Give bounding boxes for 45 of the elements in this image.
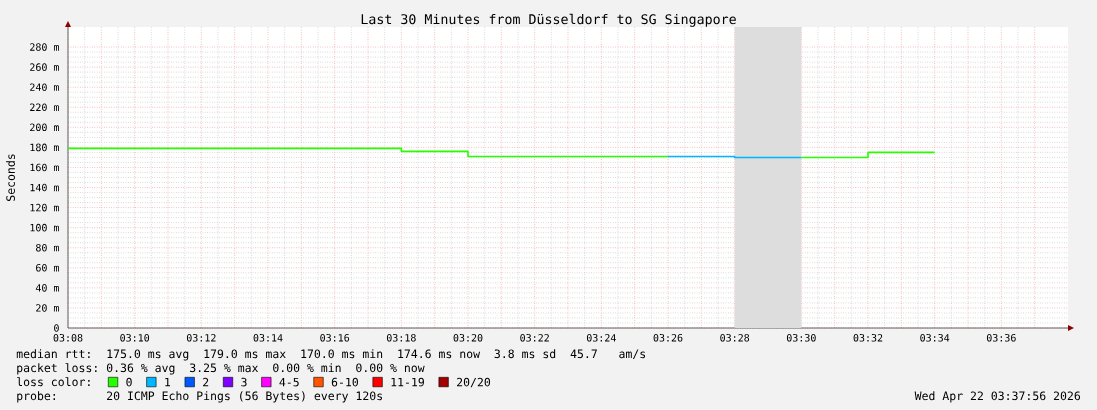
- legend-label: 3: [241, 377, 247, 387]
- x-tick-label: 03:26: [653, 334, 683, 342]
- x-tick-label: 03:28: [720, 334, 750, 342]
- x-tick-label: 03:10: [120, 334, 150, 342]
- x-tick-label: 03:24: [586, 334, 616, 342]
- legend-label: 6-10: [331, 377, 359, 387]
- y-tick-label: 120 m: [30, 203, 59, 212]
- x-tick-label: 03:34: [920, 334, 950, 342]
- x-tick-label: 03:08: [53, 334, 83, 342]
- y-tick-label: 80 m: [36, 243, 59, 252]
- y-tick-label: 100 m: [30, 223, 59, 232]
- text: median rtt: 175.0 ms avg 179.0 ms max 170.0 ms min 174.6 ms now 3.8 ms sd 45.7 am/s: [16, 349, 646, 361]
- y-tick-label: 60 m: [36, 264, 59, 272]
- legend-label: 11-19: [391, 377, 424, 387]
- x-tick-label: 03:18: [386, 334, 416, 342]
- chart-title: Last 30 Minutes from Düsseldorf to SG Singapore: [361, 13, 736, 27]
- legend-label: 2: [203, 377, 209, 387]
- legend-label: 20/20: [457, 377, 491, 388]
- y-tick-label: 160 m: [30, 163, 59, 172]
- x-tick-label: 03:36: [986, 334, 1016, 342]
- x-tick-label: 03:16: [320, 334, 350, 342]
- y-tick-label: 280 m: [30, 43, 59, 51]
- y-tick-label: 140 m: [30, 183, 59, 192]
- y-tick-label: 220 m: [30, 103, 59, 112]
- x-tick-label: 03:30: [786, 334, 816, 342]
- y-tick-label: 0: [54, 324, 59, 332]
- text: packet loss: 0.36 % avg 3.25 % max 0.00 % min 0.00 % now: [17, 363, 425, 375]
- y-axis-title: Seconds: [6, 154, 15, 201]
- x-tick-label: 03:14: [253, 334, 283, 342]
- x-tick-label: 03:12: [186, 334, 216, 342]
- legend-label: 1: [165, 377, 171, 387]
- y-tick-label: 200 m: [30, 123, 59, 132]
- y-tick-label: 260 m: [30, 63, 59, 71]
- x-tick-label: 03:22: [520, 334, 549, 342]
- y-tick-label: 40 m: [35, 284, 59, 292]
- legend-label: 0: [126, 377, 132, 387]
- legend-label: 4-5: [279, 377, 299, 387]
- x-tick-label: 03:20: [453, 334, 483, 342]
- y-tick-label: 180 m: [30, 143, 59, 152]
- legend-title: loss color:: [17, 377, 90, 387]
- y-tick-label: 20 m: [36, 304, 59, 312]
- y-tick-label: 240 m: [30, 83, 59, 91]
- text: Wed Apr 22 03:37:56 2026: [914, 391, 1081, 403]
- x-tick-label: 03:32: [853, 334, 883, 342]
- text: probe: 20 ICMP Echo Pings (56 Bytes) every 120s: [17, 391, 382, 403]
